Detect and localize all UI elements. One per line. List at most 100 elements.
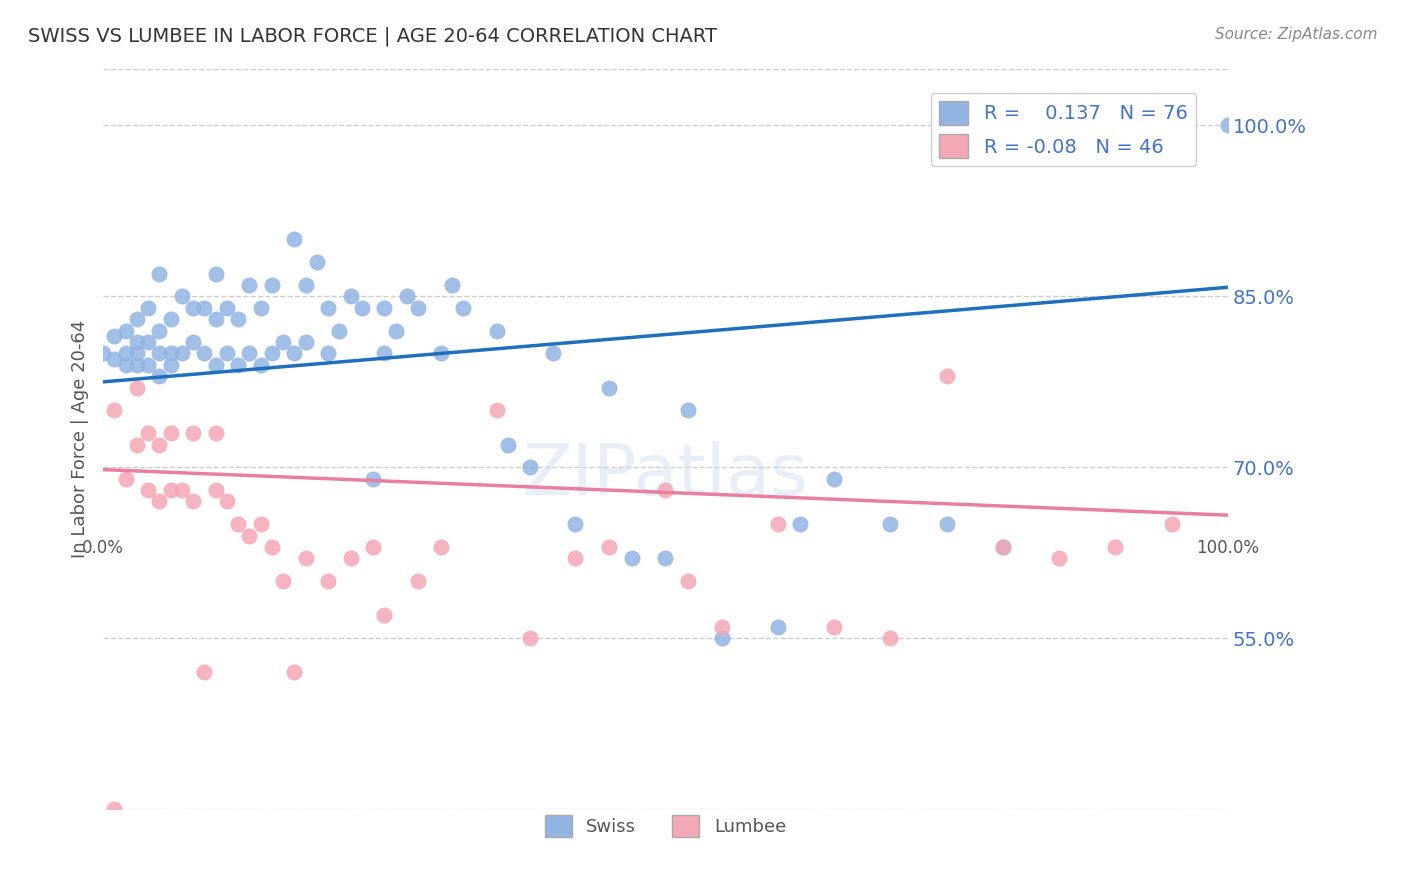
Point <box>170 289 193 303</box>
Point <box>361 472 384 486</box>
Point <box>485 324 508 338</box>
Point <box>226 312 249 326</box>
Point <box>271 334 294 349</box>
Point <box>283 232 305 246</box>
Point <box>654 483 676 497</box>
Point <box>148 324 170 338</box>
Text: 0.0%: 0.0% <box>82 539 124 557</box>
Point <box>339 551 361 566</box>
Point <box>789 517 811 532</box>
Point <box>373 346 395 360</box>
Point <box>620 551 643 566</box>
Point <box>294 334 316 349</box>
Point <box>384 324 406 338</box>
Point <box>204 267 226 281</box>
Point <box>766 620 789 634</box>
Point <box>541 346 564 360</box>
Point <box>496 437 519 451</box>
Point <box>249 358 271 372</box>
Point <box>249 301 271 315</box>
Point <box>879 517 901 532</box>
Point <box>125 358 148 372</box>
Point <box>103 802 125 816</box>
Point <box>193 665 215 680</box>
Point <box>991 540 1014 554</box>
Text: SWISS VS LUMBEE IN LABOR FORCE | AGE 20-64 CORRELATION CHART: SWISS VS LUMBEE IN LABOR FORCE | AGE 20-… <box>28 27 717 46</box>
Point <box>181 494 204 508</box>
Point <box>170 483 193 497</box>
Point <box>485 403 508 417</box>
Point <box>823 620 845 634</box>
Point <box>361 540 384 554</box>
Point <box>766 517 789 532</box>
Point <box>429 540 451 554</box>
Point <box>1216 119 1239 133</box>
Point <box>283 346 305 360</box>
Point <box>114 324 136 338</box>
Text: ZIPatlas: ZIPatlas <box>523 442 808 510</box>
Point <box>1160 517 1182 532</box>
Point <box>429 346 451 360</box>
Point <box>204 426 226 441</box>
Point <box>114 346 136 360</box>
Point <box>260 346 283 360</box>
Point <box>125 312 148 326</box>
Point <box>249 517 271 532</box>
Point <box>170 346 193 360</box>
Point <box>136 483 159 497</box>
Point <box>148 369 170 384</box>
Point <box>125 380 148 394</box>
Point <box>564 517 586 532</box>
Point <box>181 334 204 349</box>
Point <box>271 574 294 589</box>
Point <box>991 540 1014 554</box>
Point <box>440 278 463 293</box>
Point <box>103 352 125 367</box>
Point <box>114 358 136 372</box>
Point <box>215 346 238 360</box>
Point <box>125 437 148 451</box>
Point <box>103 403 125 417</box>
Point <box>395 289 418 303</box>
Point <box>598 380 620 394</box>
Point <box>260 540 283 554</box>
Point <box>935 369 957 384</box>
Point <box>159 312 181 326</box>
Point <box>373 608 395 623</box>
Point <box>136 358 159 372</box>
Point <box>226 358 249 372</box>
Point <box>238 529 260 543</box>
Point <box>316 346 339 360</box>
Point <box>125 346 148 360</box>
Point <box>148 494 170 508</box>
Point <box>238 346 260 360</box>
Point <box>136 301 159 315</box>
Point <box>373 301 395 315</box>
Point <box>519 460 541 475</box>
Point <box>406 574 429 589</box>
Point <box>193 346 215 360</box>
Point <box>125 334 148 349</box>
Point <box>148 267 170 281</box>
Point <box>238 278 260 293</box>
Point <box>935 517 957 532</box>
Point <box>136 334 159 349</box>
Point <box>204 483 226 497</box>
Legend: Swiss, Lumbee: Swiss, Lumbee <box>537 808 793 845</box>
Point <box>710 631 733 645</box>
Point <box>283 665 305 680</box>
Point <box>148 437 170 451</box>
Point <box>294 551 316 566</box>
Text: Source: ZipAtlas.com: Source: ZipAtlas.com <box>1215 27 1378 42</box>
Text: 100.0%: 100.0% <box>1197 539 1260 557</box>
Point <box>159 346 181 360</box>
Point <box>215 301 238 315</box>
Point <box>339 289 361 303</box>
Point <box>305 255 328 269</box>
Point <box>204 312 226 326</box>
Point <box>316 574 339 589</box>
Point <box>710 620 733 634</box>
Point <box>159 358 181 372</box>
Point <box>654 551 676 566</box>
Point <box>823 472 845 486</box>
